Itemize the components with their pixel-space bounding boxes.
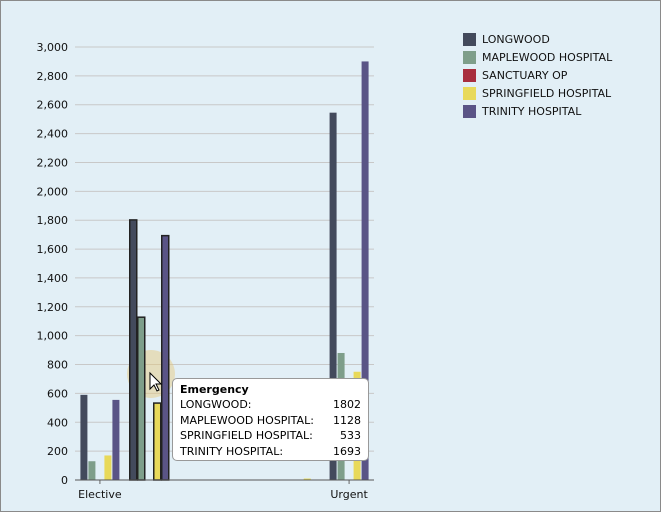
bar [161,234,170,481]
y-tick-label: 1,400 [37,272,69,285]
y-tick-label: 3,000 [37,41,69,54]
bar [137,316,146,481]
y-tick-label: 2,200 [37,156,69,169]
legend-label: TRINITY HOSPITAL [482,104,582,118]
tooltip-row: SPRINGFIELD HOSPITAL: 533 [180,429,361,442]
y-tick-label: 1,800 [37,214,69,227]
legend-swatch [463,68,476,82]
y-tick-label: 400 [47,416,68,429]
y-tick-label: 600 [47,387,68,400]
y-tick-label: 1,200 [37,301,69,314]
legend: LONGWOOD MAPLEWOOD HOSPITAL SANCTUARY OP SP… [463,30,612,120]
bar [361,61,369,480]
y-tick-label: 2,400 [37,128,69,141]
legend-swatch [463,104,476,118]
tooltip-row: TRINITY HOSPITAL: 1693 [180,444,361,458]
y-tick-label: 2,600 [37,99,69,112]
bar [104,455,112,480]
bar [80,394,88,480]
legend-item[interactable]: SANCTUARY OP [463,66,612,84]
bar [112,399,120,480]
legend-label: SANCTUARY OP [482,68,568,82]
legend-swatch [463,50,476,64]
y-tick-label: 800 [47,359,68,372]
tooltip-title: Emergency [180,383,249,396]
y-tick-label: 2,800 [37,70,69,83]
legend-label: SPRINGFIELD HOSPITAL [482,86,612,100]
legend-item[interactable]: LONGWOOD [463,30,612,48]
y-tick-label: 1,000 [37,330,69,343]
y-tick-label: 200 [47,445,68,458]
bar [129,219,138,481]
x-tick-label: Elective [78,488,122,501]
legend-item[interactable]: MAPLEWOOD HOSPITAL [463,48,612,66]
bar [303,478,311,480]
x-tick-label: Urgent [330,488,368,501]
tooltip-row: MAPLEWOOD HOSPITAL: 1128 [180,413,361,427]
tooltip-row: LONGWOOD: 1802 [180,398,361,411]
legend-item[interactable]: SPRINGFIELD HOSPITAL [463,84,612,102]
legend-label: LONGWOOD [482,32,550,46]
y-tick-label: 1,600 [37,243,69,256]
y-tick-label: 2,000 [37,185,69,198]
bar [329,112,337,481]
legend-item[interactable]: TRINITY HOSPITAL [463,102,612,120]
tooltip: Emergency LONGWOOD: 1802 MAPLEWOOD HOSPIT… [172,378,369,461]
legend-label: MAPLEWOOD HOSPITAL [482,50,613,64]
bar [88,461,96,480]
y-tick-label: 0 [61,474,68,487]
legend-swatch [463,32,476,46]
legend-swatch [463,86,476,100]
bar [153,402,162,481]
cursor-icon [149,371,163,392]
